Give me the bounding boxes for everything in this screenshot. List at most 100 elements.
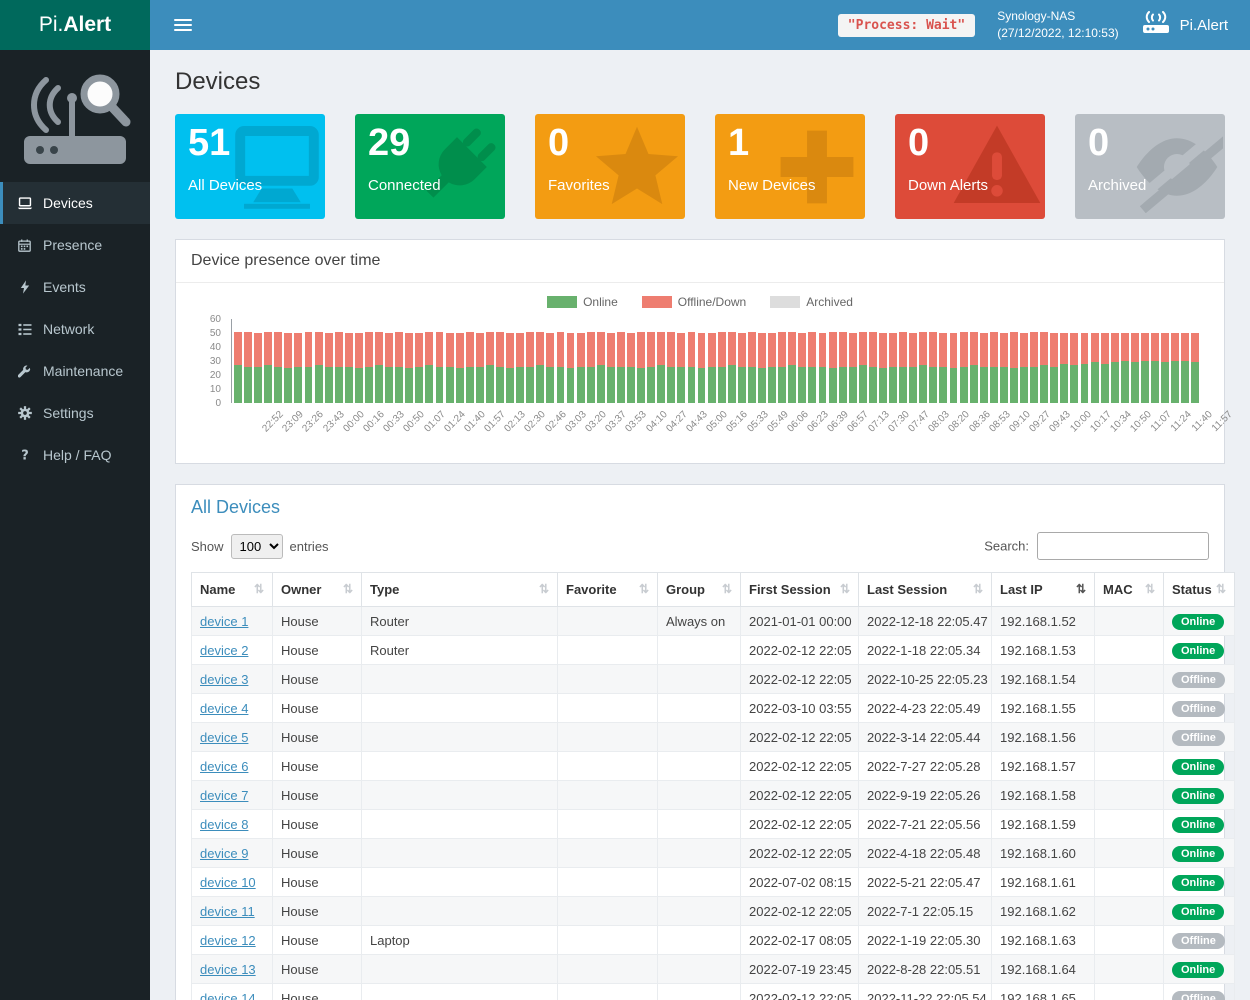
device-link[interactable]: device 5 bbox=[200, 729, 249, 745]
cell-owner: House bbox=[272, 693, 362, 723]
cell-last-session: 2022-5-21 22:05.47 bbox=[858, 867, 992, 897]
chart-title: Device presence over time bbox=[176, 240, 1224, 283]
device-link[interactable]: device 3 bbox=[200, 671, 249, 687]
card-label: Favorites bbox=[548, 177, 610, 194]
plus-icon bbox=[771, 121, 863, 218]
cell-name: device 6 bbox=[191, 751, 273, 781]
presence-bar bbox=[254, 333, 263, 403]
device-link[interactable]: device 12 bbox=[200, 932, 256, 948]
sidebar-item-label: Help / FAQ bbox=[43, 447, 112, 463]
card-favorites[interactable]: 0 Favorites bbox=[535, 114, 685, 219]
card-down-alerts[interactable]: 0 Down Alerts bbox=[895, 114, 1045, 219]
presence-bar bbox=[1080, 333, 1089, 403]
cell-first-session: 2022-02-12 22:05 bbox=[740, 722, 859, 752]
sidebar-item-network[interactable]: Network bbox=[0, 308, 150, 350]
device-row: device 4 House 2022-03-10 03:55 2022-4-23 2… bbox=[191, 693, 1235, 723]
column-header-owner[interactable]: Owner ⇅ bbox=[272, 572, 362, 607]
cell-favorite bbox=[557, 954, 658, 984]
column-header-last-ip[interactable]: Last IP ⇅ bbox=[991, 572, 1095, 607]
computer-icon bbox=[231, 121, 323, 218]
presence-bar bbox=[778, 331, 787, 403]
presence-bar bbox=[344, 333, 353, 403]
presence-bar bbox=[566, 333, 575, 403]
presence-bar bbox=[707, 333, 716, 403]
column-header-first-session[interactable]: First Session ⇅ bbox=[740, 572, 859, 607]
cell-first-session: 2022-03-10 03:55 bbox=[740, 693, 859, 723]
device-link[interactable]: device 14 bbox=[200, 990, 256, 1000]
cell-name: device 4 bbox=[191, 693, 273, 723]
sidebar-item-events[interactable]: Events bbox=[0, 266, 150, 308]
presence-bars bbox=[231, 319, 1205, 403]
card-connected[interactable]: 29 Connected bbox=[355, 114, 505, 219]
sidebar-toggle-button[interactable] bbox=[172, 12, 194, 38]
search-input[interactable] bbox=[1037, 532, 1209, 560]
device-link[interactable]: device 8 bbox=[200, 816, 249, 832]
cell-name: device 5 bbox=[191, 722, 273, 752]
sort-icon: ⇅ bbox=[1144, 582, 1155, 596]
device-link[interactable]: device 9 bbox=[200, 845, 249, 861]
card-label: Down Alerts bbox=[908, 177, 989, 194]
cell-group bbox=[657, 722, 741, 752]
y-axis-tick-label: 10 bbox=[209, 384, 221, 395]
cell-mac bbox=[1094, 693, 1164, 723]
cell-group bbox=[657, 896, 741, 926]
app-chip: Pi.Alert bbox=[1141, 11, 1228, 39]
sidebar-item-help-faq[interactable]: ? Help / FAQ bbox=[0, 434, 150, 476]
sidebar-item-devices[interactable]: Devices bbox=[0, 182, 150, 224]
device-link[interactable]: device 2 bbox=[200, 642, 249, 658]
cell-group bbox=[657, 780, 741, 810]
legend-label: Online bbox=[583, 295, 618, 309]
device-row: device 3 House 2022-02-12 22:05 2022-10-25 … bbox=[191, 664, 1235, 694]
host-info: Synology-NAS (27/12/2022, 12:10:53) bbox=[997, 8, 1118, 43]
column-header-favorite[interactable]: Favorite ⇅ bbox=[557, 572, 658, 607]
device-link[interactable]: device 7 bbox=[200, 787, 249, 803]
presence-bar bbox=[516, 333, 525, 403]
column-header-group[interactable]: Group ⇅ bbox=[657, 572, 741, 607]
presence-bar bbox=[1040, 331, 1049, 403]
legend-item-online[interactable]: Online bbox=[547, 295, 618, 309]
device-row: device 14 House 2022-02-12 22:05 2022-11-22… bbox=[191, 983, 1235, 1000]
cell-type bbox=[361, 751, 558, 781]
status-badge: Online bbox=[1172, 961, 1225, 978]
cell-favorite bbox=[557, 896, 658, 926]
star-icon bbox=[591, 121, 683, 218]
cell-favorite bbox=[557, 983, 658, 1000]
card-new-devices[interactable]: 1 New Devices bbox=[715, 114, 865, 219]
legend-item-offline-down[interactable]: Offline/Down bbox=[641, 295, 746, 309]
cell-group: Always on bbox=[657, 606, 741, 636]
column-header-mac[interactable]: MAC ⇅ bbox=[1094, 572, 1164, 607]
card-archived[interactable]: 0 Archived bbox=[1075, 114, 1225, 219]
column-header-name[interactable]: Name ⇅ bbox=[191, 572, 273, 607]
cell-favorite bbox=[557, 664, 658, 694]
presence-bar bbox=[697, 333, 706, 403]
sidebar-item-settings[interactable]: Settings bbox=[0, 392, 150, 434]
column-header-last-session[interactable]: Last Session ⇅ bbox=[858, 572, 992, 607]
device-link[interactable]: device 13 bbox=[200, 961, 256, 977]
card-all-devices[interactable]: 51 All Devices bbox=[175, 114, 325, 219]
sidebar-item-label: Settings bbox=[43, 405, 94, 421]
presence-bar bbox=[506, 333, 514, 403]
presence-bar bbox=[1100, 333, 1109, 403]
device-link[interactable]: device 6 bbox=[200, 758, 249, 774]
brand-logo[interactable]: Pi. Alert bbox=[0, 0, 150, 50]
presence-bar bbox=[838, 331, 847, 403]
device-link[interactable]: device 11 bbox=[200, 903, 255, 919]
presence-bar bbox=[375, 331, 383, 403]
cell-last-ip: 192.168.1.60 bbox=[991, 838, 1095, 868]
sidebar-item-maintenance[interactable]: Maintenance bbox=[0, 350, 150, 392]
cell-type bbox=[361, 722, 558, 752]
presence-bar bbox=[415, 333, 424, 403]
device-link[interactable]: device 10 bbox=[200, 874, 256, 890]
app-name: Pi.Alert bbox=[1179, 16, 1228, 34]
column-header-type[interactable]: Type ⇅ bbox=[361, 572, 558, 607]
status-badge: Online bbox=[1172, 758, 1225, 775]
device-link[interactable]: device 1 bbox=[200, 613, 249, 629]
page-size-select[interactable]: 100 bbox=[230, 533, 283, 559]
device-row: device 11 House 2022-02-12 22:05 2022-7-1 2… bbox=[191, 896, 1235, 926]
legend-item-archived[interactable]: Archived bbox=[770, 295, 853, 309]
device-link[interactable]: device 4 bbox=[200, 700, 249, 716]
column-label: Group bbox=[666, 582, 705, 597]
sidebar-item-presence[interactable]: Presence bbox=[0, 224, 150, 266]
cell-owner: House bbox=[272, 809, 362, 839]
column-header-status[interactable]: Status ⇅ bbox=[1163, 572, 1235, 607]
